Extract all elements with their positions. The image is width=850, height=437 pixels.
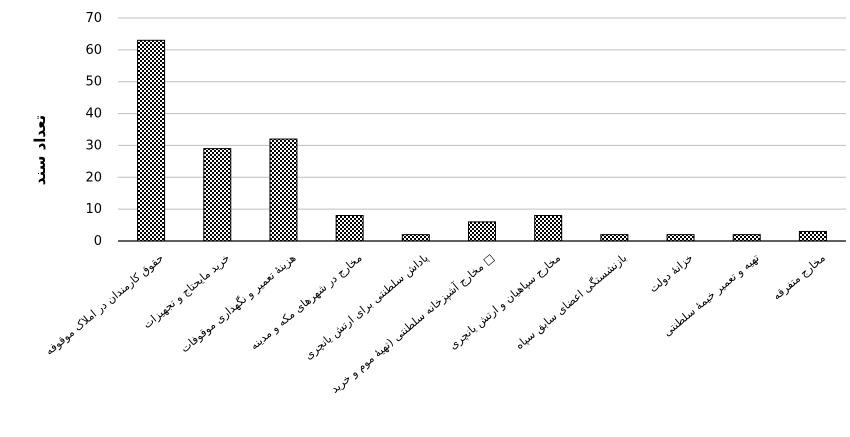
bar <box>534 215 563 242</box>
bar <box>335 215 364 242</box>
y-axis-label: تعداد سند <box>31 115 49 185</box>
y-tick-label: 20 <box>85 170 102 185</box>
category-label: حقوق کارمندان در املاک موقوفه <box>43 251 166 357</box>
y-tick-label: 10 <box>85 202 102 217</box>
bar <box>468 221 496 242</box>
category-label: مخارج متفرقه <box>770 251 828 302</box>
y-tick-label: 30 <box>85 138 102 153</box>
y-tick-label: 70 <box>85 11 102 26</box>
category-label: مخارج در شهرهای مکه و مدینه <box>248 251 365 352</box>
y-tick-label: 50 <box>85 75 102 90</box>
bar <box>137 39 166 242</box>
bar <box>732 234 761 242</box>
category-label: پاداش سلطنتی برای ارتش یانچری <box>302 251 431 362</box>
y-tick-label: 0 <box>94 234 102 249</box>
bar <box>269 138 298 242</box>
y-tick-label: 40 <box>85 107 102 122</box>
category-label: خزانهٔ دولت <box>647 251 696 295</box>
bar <box>798 230 827 242</box>
bar <box>203 148 232 242</box>
y-tick-label: 60 <box>85 43 102 58</box>
gridlines <box>118 17 846 210</box>
category-label: هزینهٔ تعمیر و نگهداری موقوفات <box>178 251 298 355</box>
category-label: مخارج سپاهیان و ارتش یانچری <box>447 251 564 352</box>
bar <box>401 234 430 242</box>
category-label: بازنشستگی اعضای سابق سپاه <box>513 251 630 352</box>
y-tick-labels: 0 10 20 30 40 50 60 70 <box>85 11 102 249</box>
bar <box>600 234 629 242</box>
bars <box>137 39 827 242</box>
bar <box>666 234 695 242</box>
